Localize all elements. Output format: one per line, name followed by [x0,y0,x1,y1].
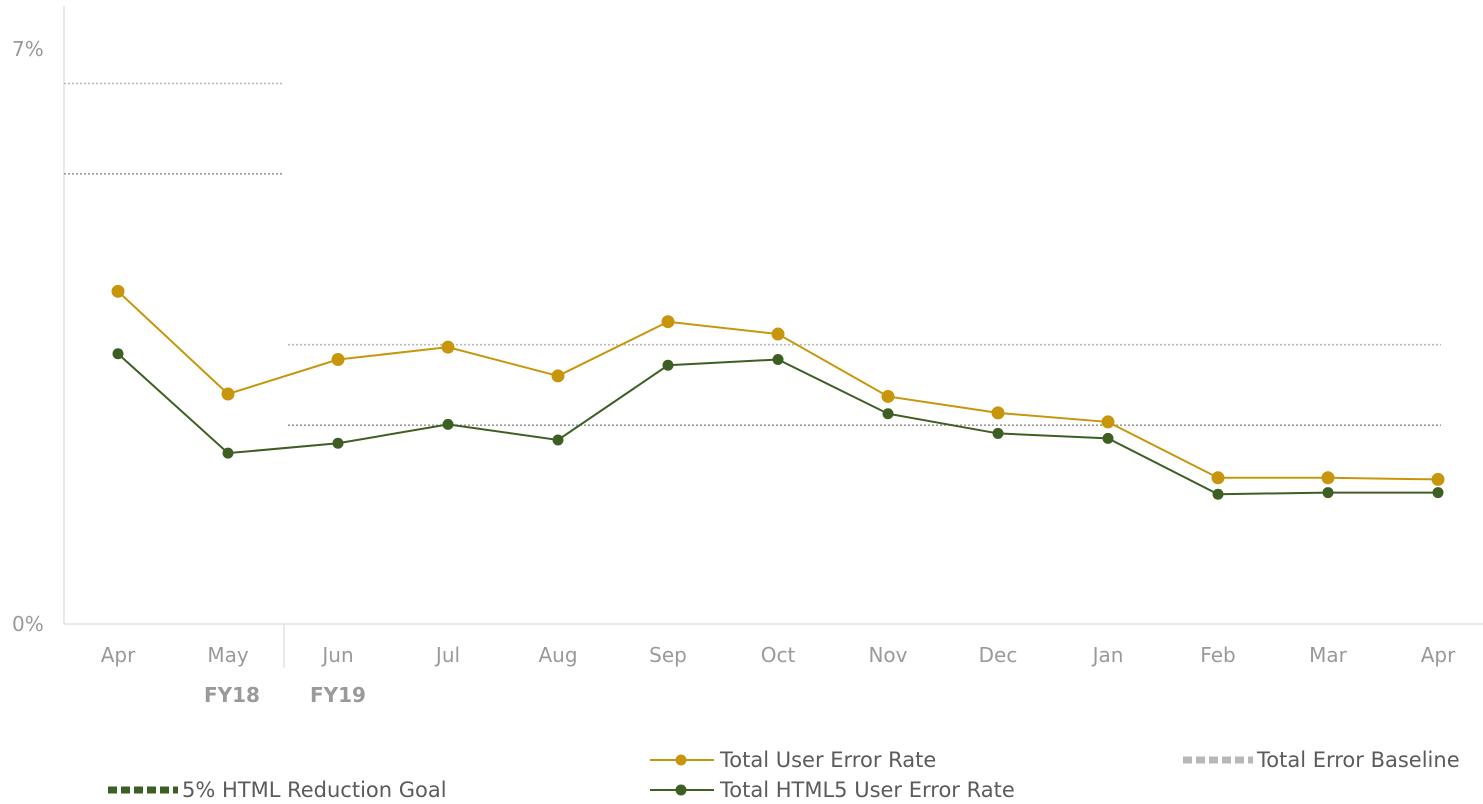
series-line [117,353,1438,496]
data-point [881,389,895,403]
fiscal-year-labels: FY18 FY19 [204,683,366,707]
data-point [661,315,675,329]
x-tick-label: Apr [1421,643,1456,667]
x-tick-label: Feb [1200,643,1235,667]
data-point [1101,415,1115,429]
legend: Total User Error Rate Total Error Baselin… [108,748,1460,802]
legend-label: Total Error Baseline [1256,748,1460,772]
series-line [117,290,1439,481]
legend-item: Total HTML5 User Error Rate [650,778,1015,802]
x-tick-label: Jan [1091,643,1124,667]
data-point [771,327,785,341]
legend-item: Total Error Baseline [1183,748,1460,772]
data-point [221,387,235,401]
x-tick-label: Jun [320,643,353,667]
data-point [222,447,234,459]
series-lines [111,284,1445,500]
data-point [552,434,564,446]
fiscal-year-label: FY19 [310,683,366,707]
data-point [1102,432,1114,444]
x-axis-ticks: Apr May Jun Jul Aug Sep Oct Nov Dec Jan Feb Mar Apr [101,643,1456,667]
data-point [441,340,455,354]
legend-label: Total User Error Rate [719,748,936,772]
data-point [1321,471,1335,485]
data-point [772,354,784,365]
axes [63,6,1483,668]
legend-item: Total User Error Rate [650,748,936,772]
data-point [111,284,125,298]
x-tick-label: May [207,643,249,667]
x-tick-label: Oct [761,643,796,667]
data-point [551,369,565,383]
y-tick-label: 7% [12,37,44,61]
data-point [112,348,124,360]
data-point [992,427,1004,439]
reference-lines [64,82,1441,427]
x-tick-label: Aug [538,643,577,667]
y-axis-ticks: 7% 0% [12,37,44,636]
x-tick-label: Dec [979,643,1018,667]
data-point [662,359,674,371]
x-tick-label: Mar [1309,643,1348,667]
legend-label: 5% HTML Reduction Goal [182,778,447,802]
data-point [1432,487,1444,499]
data-point [1212,488,1224,500]
y-tick-label: 0% [12,612,44,636]
x-tick-label: Nov [868,643,907,667]
data-point [882,408,894,420]
x-tick-label: Jul [434,643,460,667]
legend-marker-swatch [675,754,687,766]
data-point [332,437,344,449]
fiscal-year-label: FY18 [204,683,260,707]
data-point [991,406,1005,420]
x-tick-label: Apr [101,643,136,667]
data-point [442,418,454,430]
legend-label: Total HTML5 User Error Rate [719,778,1015,802]
data-point [331,353,345,366]
legend-marker-swatch [675,784,687,796]
legend-item: 5% HTML Reduction Goal [108,778,447,802]
data-point [1322,487,1334,499]
data-point [1431,472,1445,486]
data-point [1211,471,1225,485]
x-tick-label: Sep [649,643,687,667]
